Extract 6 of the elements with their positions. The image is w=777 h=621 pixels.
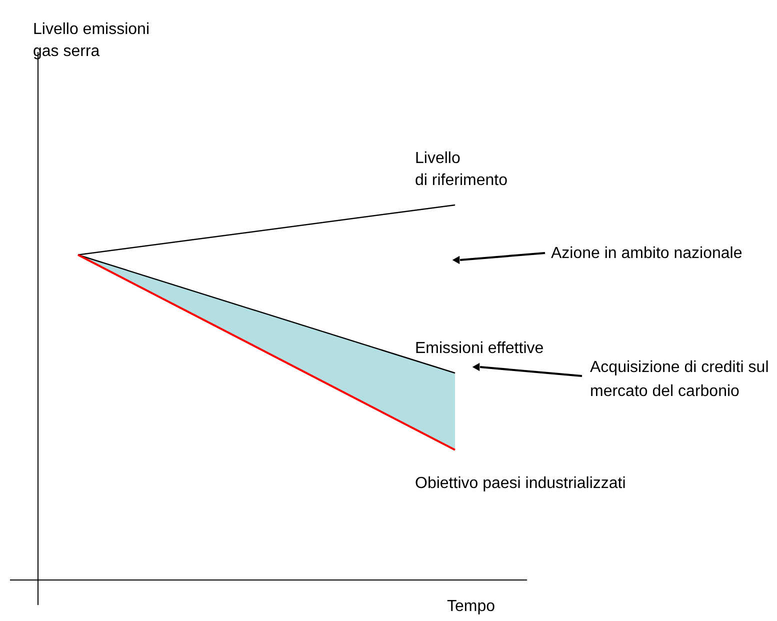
x-axis-title: Tempo: [447, 598, 496, 615]
text: Obiettivo paesi industrializzati: [415, 475, 626, 492]
text: Azione in ambito nazionale: [551, 245, 742, 262]
text: Acquisizione di crediti sul mercato del carbonio: [590, 359, 769, 400]
series-label: Livello di riferimento: [415, 150, 508, 189]
text: Livello emissioni gas serra: [33, 21, 150, 60]
